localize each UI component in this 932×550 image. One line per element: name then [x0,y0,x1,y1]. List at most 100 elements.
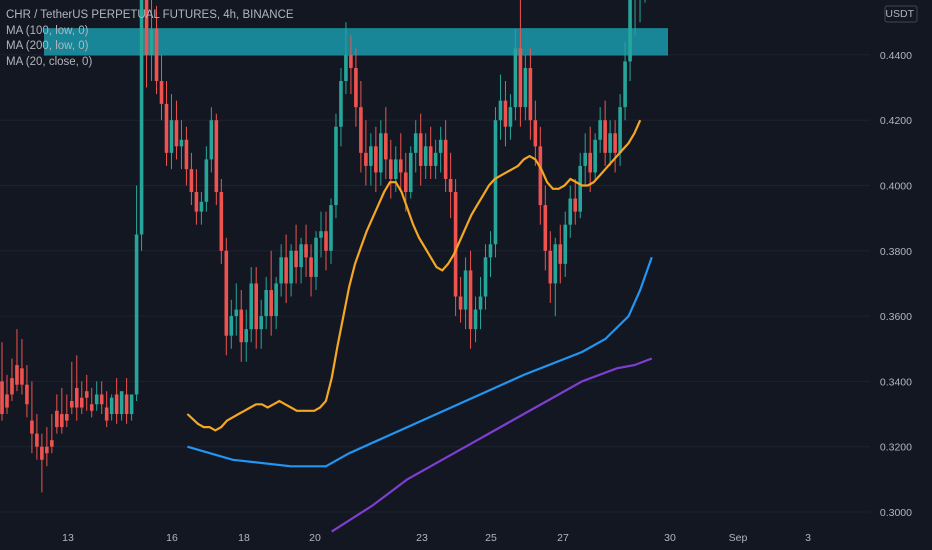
candle-body [319,231,323,238]
candle-body [204,159,209,202]
candle [239,289,244,362]
candle [149,0,154,82]
candle-body [478,296,483,310]
candle-body [448,178,453,193]
symbol-title[interactable]: CHR / TetherUS PERPETUAL FUTURES, 4h, BI… [6,9,294,21]
candle-body [488,244,493,258]
candle [284,234,288,304]
candle-body [294,250,298,268]
candle-body [528,67,533,121]
candle [269,250,273,336]
candle-body [249,283,254,330]
candle [94,381,99,411]
candle [384,107,388,179]
candle [583,133,587,186]
candle-body [79,397,84,408]
candle [5,374,9,415]
candle-body [563,224,568,264]
candle [433,139,438,179]
candle [84,374,89,411]
candle [634,0,636,36]
ma200-line [331,357,653,533]
candle-body [588,152,592,173]
candle [324,211,328,271]
candle-body [5,394,9,408]
candle [244,309,249,362]
candle [104,391,109,428]
candle [79,381,84,415]
candle-body [443,139,448,179]
candle [129,394,134,421]
candle-body [423,146,428,166]
chart-legend: CHR / TetherUS PERPETUAL FUTURES, 4h, BI… [6,8,294,70]
candle-body [369,146,373,166]
candle [389,139,393,199]
candle [319,211,323,258]
candle [538,126,543,225]
candle [488,231,493,277]
candle [279,244,283,297]
y-tick-label: 0.3800 [880,246,912,258]
candle-body [214,120,219,193]
time-axis[interactable]: 13 16 18 20 23 25 27 30 Sep 3 [62,532,811,544]
x-tick-label: 27 [557,532,569,544]
candle [234,283,239,336]
candle [154,5,159,95]
candle [418,113,423,186]
candle-body [438,139,443,153]
candle [513,28,518,121]
candle [99,381,104,415]
candle-body [30,420,34,434]
candle-body [134,234,139,395]
candle [354,48,358,127]
candle [468,250,473,349]
candle-body [628,0,632,62]
candle [229,299,234,349]
candle-body [483,257,488,297]
candle [20,338,24,395]
candle [194,169,199,225]
candle [374,126,378,193]
candle [60,387,64,434]
candle [628,0,632,82]
candle [134,185,139,401]
candle-body [433,152,438,166]
y-tick-label: 0.4400 [880,50,912,62]
candle-body [458,296,463,310]
candle [15,329,19,392]
indicator-ma100[interactable]: MA (100, low, 0) [6,24,89,37]
candle [74,355,79,421]
candle-body [493,120,498,245]
candle [294,224,298,284]
indicator-ma20[interactable]: MA (20, close, 0) [6,55,93,68]
candle [518,0,523,127]
candle-body [553,244,558,284]
candle-body [139,0,144,235]
candle [453,178,458,317]
indicator-ma200[interactable]: MA (200, low, 0) [6,40,89,52]
price-axis[interactable]: USDT0.60000.58000.56000.54000.46000.4400… [880,0,918,519]
candle-body [538,146,543,206]
candle-body [398,159,403,173]
candle [55,394,59,434]
candle-body [473,309,478,330]
candle-body [324,231,328,251]
x-tick-label: 25 [485,532,497,544]
candle [289,244,293,297]
candle [613,120,617,173]
y-tick-label: 0.4200 [880,115,912,127]
candle-body [35,433,39,447]
candle-body [224,250,229,336]
candle-body [15,365,19,385]
candle-body [623,61,627,108]
x-tick-label: 16 [166,532,178,544]
candle [463,257,468,330]
candle-body [463,270,468,310]
candle-body [393,159,398,179]
candle-body [568,198,573,225]
candle-body [299,244,303,268]
x-tick-label: 20 [309,532,321,544]
candle-body [159,81,164,104]
x-tick-label: 13 [62,532,74,544]
